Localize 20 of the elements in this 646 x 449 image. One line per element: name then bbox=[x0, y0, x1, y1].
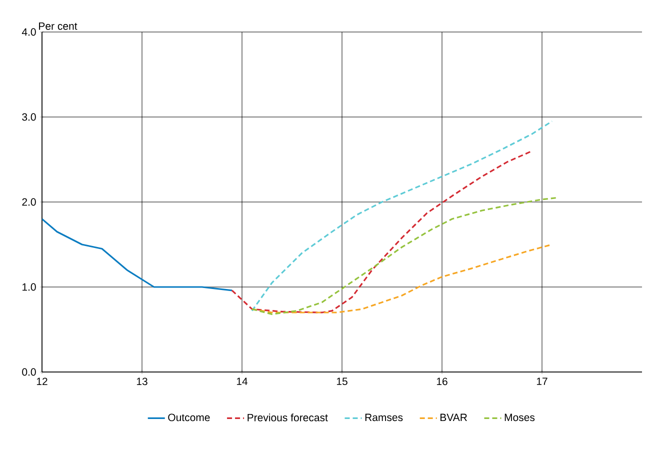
line-series bbox=[251, 196, 558, 315]
x-tick-label: 16 bbox=[436, 378, 448, 386]
line-series bbox=[42, 218, 233, 292]
legend-label: Outcome bbox=[168, 414, 210, 422]
x-tick-label: 14 bbox=[236, 378, 248, 385]
x-tick-label: 15 bbox=[336, 378, 348, 386]
y-tick-label: 1.0 bbox=[22, 283, 36, 291]
legend-label: BVAR bbox=[440, 414, 467, 421]
y-axis-title: Per cent bbox=[39, 22, 78, 30]
line-series bbox=[231, 150, 533, 314]
y-tick-label: 0.0 bbox=[22, 368, 36, 376]
y-tick-label: 2.0 bbox=[22, 198, 36, 206]
y-tick-label: 4.0 bbox=[22, 28, 36, 36]
x-tick-label: 17 bbox=[536, 378, 548, 385]
x-tick-label: 13 bbox=[136, 378, 148, 386]
legend-label: Moses bbox=[504, 414, 535, 422]
legend-label: Ramses bbox=[365, 414, 403, 422]
legend-label: Previous forecast bbox=[248, 414, 328, 422]
y-tick-label: 3.0 bbox=[22, 113, 36, 121]
x-tick-label: 12 bbox=[36, 378, 48, 386]
